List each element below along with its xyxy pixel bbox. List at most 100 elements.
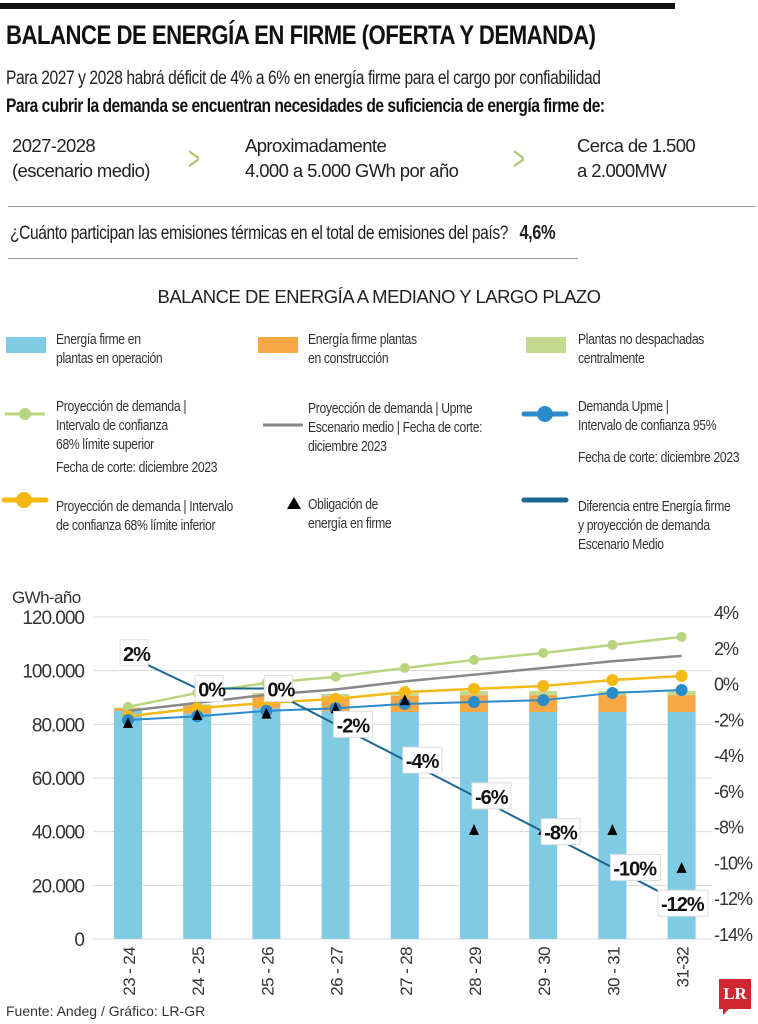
difference-label-box [657, 889, 709, 917]
difference-label-box [333, 710, 374, 738]
obligation-marker [192, 708, 203, 720]
divider [8, 258, 578, 259]
difference-label: -10% [613, 858, 657, 880]
legend-text: Intervalo de confianza [56, 418, 168, 434]
legend-text: Demanda Upme | [578, 399, 669, 415]
legend-text: Energía firme plantas [308, 332, 417, 348]
fact-line: (escenario medio) [12, 160, 150, 181]
legend-text: Fecha de corte: diciembre 2023 [578, 450, 740, 466]
obligation-marker [469, 824, 479, 836]
series-point [538, 647, 549, 658]
difference-label: -4% [406, 751, 440, 773]
legend-text: Escenario medio | Fecha de corte: [308, 420, 483, 436]
y-tick-label: 60.000 [32, 769, 85, 790]
series-point [537, 694, 550, 707]
legend-marker-upme-icon [521, 406, 569, 422]
legend-non-dispatched: Plantas no despachadas centralmente [578, 331, 704, 369]
series-point [329, 692, 342, 705]
legend-text: Proyección de demanda | Upme [308, 401, 473, 417]
legend-operation: Energía firme en plantas en operación [56, 331, 163, 369]
series-point [676, 631, 687, 642]
legend-text: plantas en operación [56, 351, 163, 367]
bar-segment [252, 708, 281, 939]
legend-text: Escenario Medio [578, 537, 664, 553]
bar-segment [667, 695, 696, 712]
legend-text: centralmente [578, 351, 645, 367]
source-note: Fuente: Andeg / Gráfico: LR-GR [6, 1003, 206, 1019]
divider [8, 206, 756, 207]
legend-marker-lower-icon [1, 492, 49, 508]
y2-tick-label: -2% [714, 710, 744, 730]
y2-tick-label: -4% [714, 746, 744, 766]
y2-tick-label: -8% [714, 818, 744, 838]
legend-text: diciembre 2023 [308, 439, 387, 455]
series-point [675, 683, 688, 696]
obligation-marker [676, 861, 687, 873]
chevron-right-icon: > [187, 140, 200, 178]
series-point [468, 682, 480, 695]
series-point [606, 686, 619, 699]
x-tick-label: 28 - 29 [466, 947, 485, 996]
legend-marker-difference-icon [521, 497, 569, 503]
legend-marker-medium-icon [263, 423, 303, 427]
x-tick-label: 30 - 31 [604, 947, 623, 996]
fact-line: a 2.000MW [577, 160, 667, 181]
series-point [537, 679, 550, 692]
series-point [399, 662, 410, 673]
obligation-marker [261, 707, 272, 719]
series-point [330, 671, 341, 682]
x-tick-label: 23 - 24 [120, 947, 139, 996]
emissions-row: ¿Cuánto participan las emisiones térmica… [10, 222, 556, 245]
difference-label-box [263, 675, 293, 703]
difference-label: -2% [337, 715, 371, 737]
emissions-value: 4,6% [519, 222, 556, 244]
legend-text: Obligación de [308, 497, 379, 513]
bar-segment [183, 713, 212, 939]
bar-segment [598, 695, 627, 712]
legend-marker-triangle-icon [287, 497, 301, 509]
y2-tick-label: -12% [714, 889, 753, 909]
emissions-question: ¿Cuánto participan las emisiones térmica… [10, 223, 508, 244]
legend-construction: Energía firme plantas en construcción [308, 331, 417, 369]
legend-lower: Proyección de demanda | Intervalo de con… [56, 498, 233, 536]
x-tick-label: 24 - 25 [189, 947, 208, 996]
legend-swatch-construction [258, 337, 298, 353]
legend-text: y proyección de demanda [578, 518, 710, 534]
lr-logo: LR [719, 979, 751, 1015]
chart-title: BALANCE DE ENERGÍA A MEDIANO Y LARGO PLA… [157, 286, 601, 307]
bar-segment [114, 710, 142, 939]
series-point [468, 696, 480, 709]
fact-line: 2027-2028 [12, 135, 96, 156]
legend-upper: Proyección de demanda | Intervalo de con… [56, 398, 218, 478]
difference-label: -12% [661, 894, 705, 916]
x-tick-label: 25 - 26 [258, 947, 277, 996]
legend-text: de confianza 68% límite inferior [56, 518, 216, 534]
legend-text: Diferencia entre Energía firme [578, 499, 731, 515]
chevron-right-icon: > [512, 140, 525, 178]
obligation-marker [330, 702, 341, 714]
obligation-marker [123, 716, 133, 728]
fact-capacity: Cerca de 1.500 a 2.000MW [577, 133, 696, 183]
y-tick-label: 120.000 [22, 608, 84, 629]
difference-label-box [609, 853, 661, 881]
series-point [398, 686, 411, 699]
legend-difference: Diferencia entre Energía firme y proyecc… [578, 498, 731, 555]
difference-label: 0% [198, 680, 226, 702]
legend-text: Energía firme en [56, 332, 141, 348]
y2-tick-label: -10% [714, 853, 753, 873]
legend-swatch-non-dispatched [526, 337, 566, 353]
fact-line: Aproximadamente [245, 135, 387, 156]
top-rule [0, 3, 675, 9]
series-point [607, 639, 618, 650]
intro-bold-text: Para cubrir la demanda se encuentran nec… [6, 96, 605, 117]
y-axis-label: GWh-año [12, 588, 81, 607]
y2-tick-label: 4% [714, 603, 739, 623]
difference-label: 0% [267, 680, 295, 702]
difference-label-box [194, 675, 224, 703]
bar-segment [321, 710, 350, 939]
y2-tick-label: 0% [714, 675, 739, 695]
fact-period: 2027-2028 (escenario medio) [12, 133, 150, 183]
legend-text: Proyección de demanda | [56, 399, 187, 415]
